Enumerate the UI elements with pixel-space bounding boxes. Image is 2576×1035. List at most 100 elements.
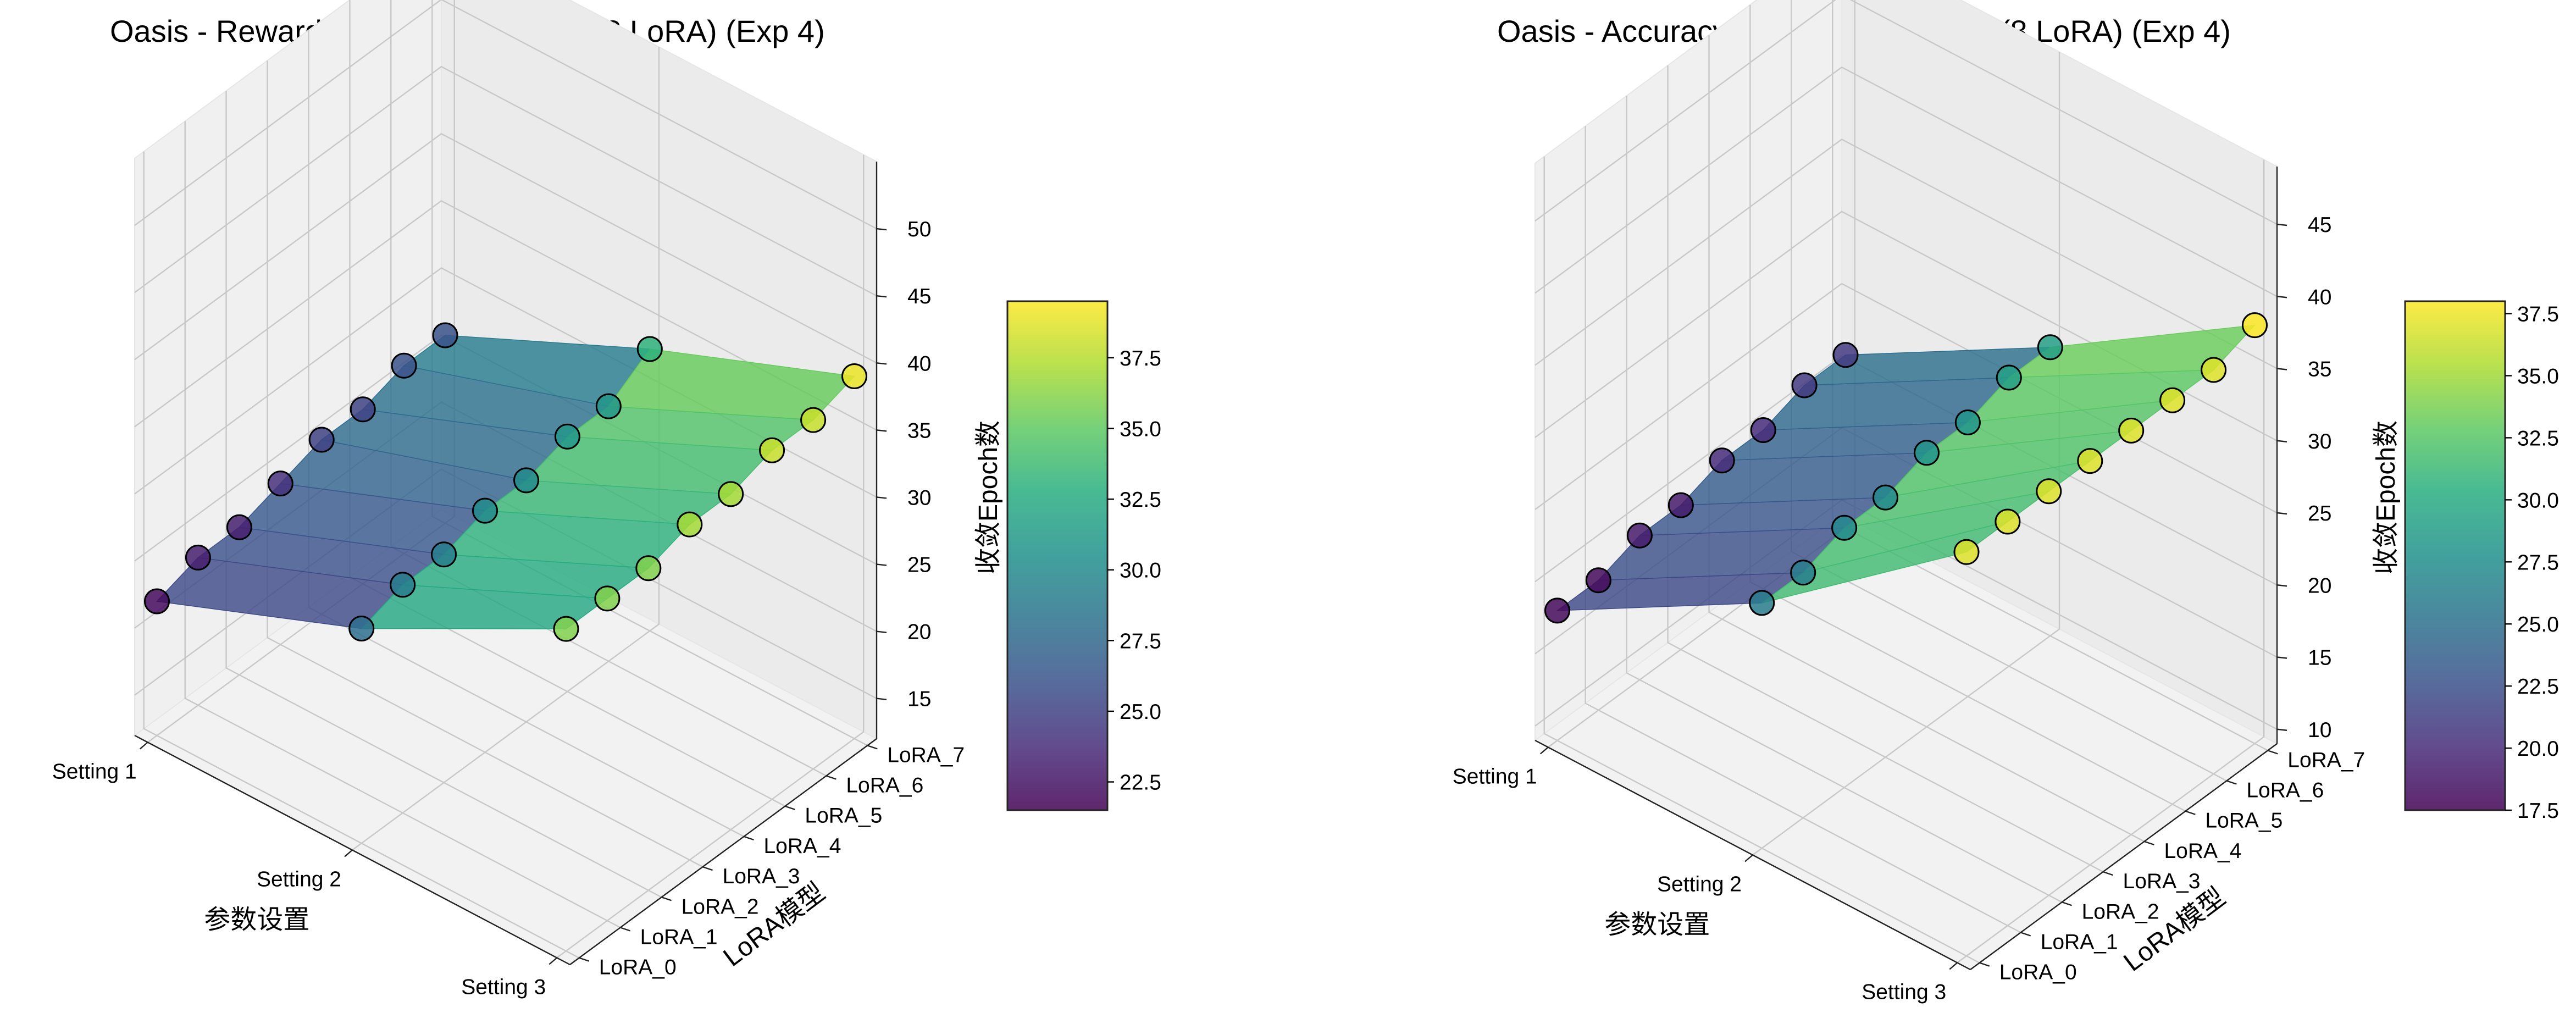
gridline: [134, 0, 877, 230]
data-point: [1544, 597, 1570, 624]
y-tick-label: LoRA_2: [2082, 900, 2159, 923]
y-tick-label: LoRA_3: [723, 865, 800, 888]
y-tick: [867, 745, 878, 750]
gridline: [134, 65, 877, 297]
z-tick-label: 20: [2308, 574, 2331, 597]
y-tick: [2103, 871, 2113, 876]
gridline: [1534, 0, 2278, 225]
colorbar-gradient: [2404, 300, 2506, 811]
y-tick-label: LoRA_4: [2164, 839, 2241, 863]
z-tick-label: 15: [907, 688, 931, 711]
z-tick: [2276, 440, 2287, 442]
y-tick-label: LoRA_4: [763, 834, 841, 858]
colorbar-gradient: [1006, 300, 1109, 811]
data-point: [432, 322, 458, 348]
data-point: [677, 511, 703, 538]
y-axis-line: [1970, 743, 2278, 970]
data-point: [2201, 357, 2227, 383]
z-tick: [876, 228, 887, 231]
data-point: [391, 352, 417, 379]
y-tick: [2020, 932, 2031, 937]
y-tick-label: LoRA_5: [2205, 809, 2283, 833]
y-tick: [826, 775, 836, 780]
data-point: [1626, 522, 1653, 549]
z-tick: [876, 496, 887, 499]
x-tick-label: Setting 3: [1862, 980, 1946, 1004]
z-tick-label: 10: [2308, 718, 2331, 742]
colorbar-tick-label: 37.5: [2517, 303, 2559, 326]
y-tick-label: LoRA_0: [1999, 961, 2077, 984]
x-tick-label: Setting 3: [461, 975, 546, 999]
y-tick: [702, 866, 713, 871]
gridline: [1534, 66, 2278, 297]
data-point: [1831, 514, 1858, 541]
data-point: [308, 427, 335, 453]
data-point: [267, 471, 293, 497]
data-point: [1749, 590, 1775, 616]
data-point: [350, 396, 376, 423]
x-axis-label: 参数设置: [1604, 910, 1710, 939]
x-axis-label: 参数设置: [204, 905, 309, 934]
colorbar-tick-label: 22.5: [2517, 675, 2559, 699]
x-tick-label: Setting 2: [1657, 873, 1742, 896]
z-tick-label: 40: [2308, 285, 2331, 309]
z-tick: [876, 630, 887, 633]
surface: [156, 335, 856, 629]
z-tick-label: 40: [907, 352, 931, 375]
gridline: [134, 132, 877, 364]
colorbar-tick-label: 25.0: [2517, 613, 2559, 637]
data-point: [472, 497, 498, 524]
data-point: [185, 544, 211, 571]
gridline: [1667, 65, 2104, 873]
colorbar-tick-label: 22.5: [1120, 771, 1161, 795]
colorbar-tick-label: 20.0: [2517, 737, 2559, 761]
y-tick: [2144, 840, 2154, 846]
x-tick: [1744, 854, 1753, 862]
y-tick: [579, 957, 590, 962]
y-tick: [620, 927, 631, 932]
z-tick-label: 30: [2308, 430, 2331, 453]
z-tick-label: 25: [2308, 502, 2331, 525]
data-point: [144, 588, 170, 615]
data-points: [1544, 312, 2268, 624]
y-tick: [1979, 962, 1990, 967]
y-tick-label: LoRA_7: [2287, 748, 2365, 772]
chart-reward: Oasis - Reward 收敛速度3D热力图 (8 LoRA) (Exp 4…: [52, 0, 1161, 999]
gridline: [1957, 159, 2265, 964]
data-point: [1585, 567, 1611, 594]
data-point: [2037, 334, 2063, 361]
y-tick: [2062, 901, 2072, 906]
data-point: [1790, 560, 1816, 586]
gridline: [143, 151, 580, 959]
y-tick-label: LoRA_7: [887, 743, 965, 767]
z-tick: [876, 563, 887, 566]
y-axis-label: LoRA模型: [718, 877, 830, 972]
colorbar-tick-label: 27.5: [2517, 551, 2559, 574]
data-point: [2242, 312, 2268, 339]
data-point: [718, 481, 744, 507]
data-point: [513, 467, 539, 494]
z-tick-label: 45: [2308, 213, 2331, 237]
z-tick: [876, 362, 887, 365]
data-point: [431, 541, 457, 568]
data-point: [1873, 484, 1898, 511]
surface: [1556, 324, 2256, 611]
colorbar-label: 收敛Epoch数: [2372, 420, 2401, 574]
x-tick: [344, 849, 353, 857]
data-point: [2036, 478, 2062, 505]
z-tick-label: 20: [907, 621, 931, 644]
data-point: [226, 514, 252, 540]
gridline: [1752, 52, 2060, 856]
data-point: [553, 616, 579, 642]
y-tick: [2226, 780, 2237, 785]
z-tick: [2276, 368, 2287, 370]
gridline: [1708, 35, 2145, 842]
x-tick: [1539, 746, 1549, 755]
y-axis-line: [569, 738, 877, 965]
z-tick: [876, 295, 887, 298]
z-tick-label: 35: [2308, 358, 2331, 381]
z-tick: [2276, 728, 2287, 731]
chart-accuracy: Oasis - Accuracy 收敛速度3D热力图 (8 LoRA) (Exp…: [1453, 0, 2559, 1004]
z-tick: [876, 698, 887, 700]
